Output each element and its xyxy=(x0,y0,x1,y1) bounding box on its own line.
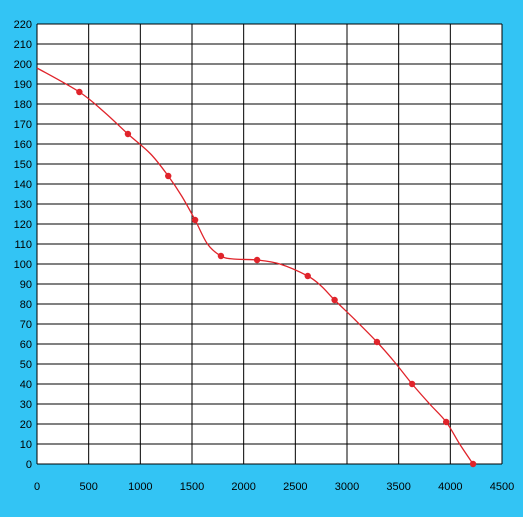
y-tick-label: 0 xyxy=(26,459,32,471)
data-series xyxy=(36,67,477,468)
y-tick-label: 220 xyxy=(14,19,32,31)
y-tick-label: 160 xyxy=(14,139,32,151)
axis-labels: 0 500 1000 1500 2000 2500 3000 3500 4000 4500 0 10 2… xyxy=(14,19,515,493)
x-tick-label: 3000 xyxy=(335,481,359,493)
data-point xyxy=(304,272,311,280)
y-tick-label: 40 xyxy=(20,379,32,391)
x-tick-label: 1000 xyxy=(128,481,152,493)
data-point xyxy=(469,460,477,468)
y-tick-label: 100 xyxy=(14,259,32,271)
data-point xyxy=(76,88,83,96)
data-point xyxy=(217,252,225,260)
y-tick-label: 120 xyxy=(14,219,32,231)
y-tick-label: 80 xyxy=(20,299,32,311)
y-tick-label: 70 xyxy=(20,319,32,331)
x-tick-label: 500 xyxy=(79,481,97,493)
x-tick-label: 4000 xyxy=(438,481,462,493)
x-tick-label: 2500 xyxy=(283,481,307,493)
grid-lines xyxy=(36,23,503,465)
data-point xyxy=(373,338,381,346)
y-tick-label: 170 xyxy=(14,119,32,131)
y-tick-label: 150 xyxy=(14,159,32,171)
y-tick-label: 200 xyxy=(14,59,32,71)
data-point xyxy=(124,130,132,138)
y-tick-label: 190 xyxy=(14,79,32,91)
x-tick-label: 0 xyxy=(34,481,40,493)
y-tick-label: 50 xyxy=(20,359,32,371)
data-point xyxy=(165,172,172,180)
y-tick-label: 10 xyxy=(20,439,32,451)
y-tick-label: 90 xyxy=(20,279,32,291)
x-tick-label: 3500 xyxy=(386,481,410,493)
y-tick-label: 30 xyxy=(20,399,32,411)
y-tick-label: 110 xyxy=(14,239,32,251)
data-point xyxy=(191,216,199,224)
data-point xyxy=(253,256,261,264)
data-point xyxy=(443,418,450,426)
y-tick-label: 180 xyxy=(14,99,32,111)
y-tick-label: 60 xyxy=(20,339,32,351)
y-tick-label: 210 xyxy=(14,39,32,51)
x-tick-label: 2000 xyxy=(231,481,255,493)
x-tick-label: 1500 xyxy=(180,481,204,493)
data-point xyxy=(408,380,416,388)
y-tick-label: 20 xyxy=(20,419,32,431)
y-tick-label: 130 xyxy=(14,199,32,211)
data-point xyxy=(331,296,338,304)
x-tick-label: 4500 xyxy=(490,481,514,493)
y-tick-label: 140 xyxy=(14,179,32,191)
